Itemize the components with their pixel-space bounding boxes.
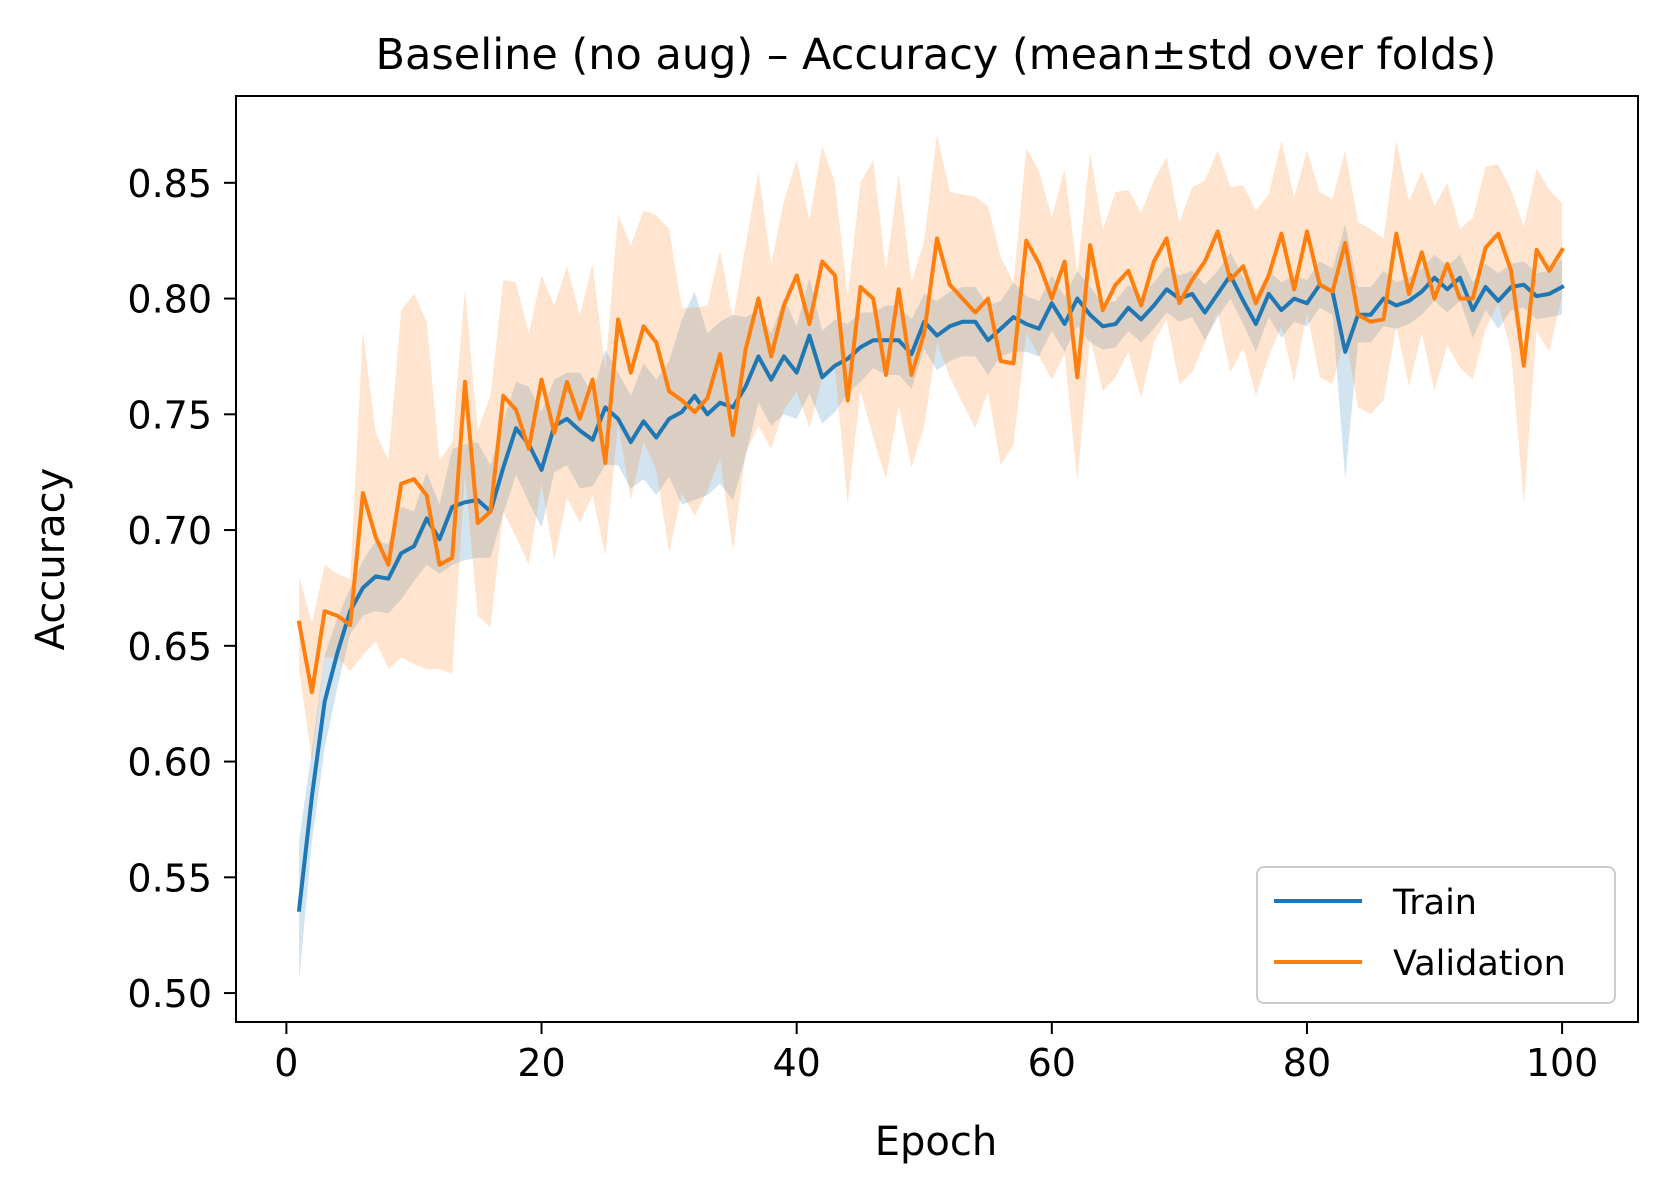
y-tick-label: 0.55 (127, 856, 212, 900)
y-tick-label: 0.60 (127, 741, 212, 785)
legend-label-validation: Validation (1393, 944, 1566, 984)
x-tick-label: 0 (274, 1041, 298, 1085)
series-lines (296, 229, 1565, 912)
y-axis-ticks: 0.50 0.55 0.60 0.65 0.70 0.75 0.80 0.85 (127, 162, 236, 1016)
y-tick-label: 0.80 (127, 278, 212, 322)
y-tick-label: 0.75 (127, 393, 212, 437)
x-tick-label: 40 (772, 1041, 820, 1085)
std-bands (299, 134, 1563, 980)
x-tick-label: 60 (1028, 1041, 1076, 1085)
x-tick-label: 20 (517, 1041, 565, 1085)
y-tick-label: 0.65 (127, 625, 212, 669)
std-band-validation (299, 134, 1563, 762)
y-tick-label: 0.70 (127, 509, 212, 553)
chart-title: Baseline (no aug) – Accuracy (mean±std o… (376, 30, 1497, 80)
y-axis-label: Accuracy (28, 468, 74, 651)
legend: Train Validation (1256, 866, 1616, 1004)
series-line-train (296, 273, 1565, 912)
x-tick-label: 80 (1283, 1041, 1331, 1085)
x-tick-label: 100 (1526, 1041, 1599, 1085)
y-tick-label: 0.85 (127, 162, 212, 206)
y-tick-label: 0.50 (127, 972, 212, 1016)
std-band-train (299, 224, 1563, 980)
x-axis-ticks: 0 20 40 60 80 100 (274, 1022, 1598, 1085)
x-axis-label: Epoch (875, 1119, 997, 1165)
plot-area-frame (235, 95, 1639, 1023)
series-line-validation (296, 229, 1565, 695)
legend-label-train: Train (1392, 883, 1477, 923)
